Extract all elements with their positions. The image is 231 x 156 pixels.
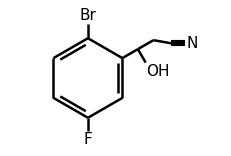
Text: F: F xyxy=(83,132,92,147)
Text: N: N xyxy=(185,36,197,51)
Text: Br: Br xyxy=(79,8,96,23)
Text: OH: OH xyxy=(146,64,169,79)
